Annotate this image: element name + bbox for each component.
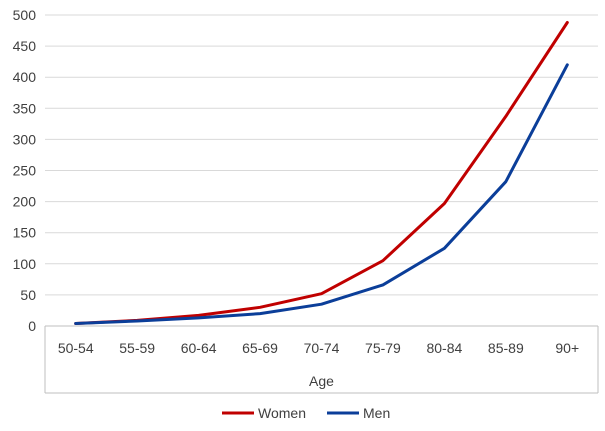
series-lines — [74, 21, 569, 325]
legend: Women Men — [222, 405, 390, 421]
y-tick-label: 150 — [13, 225, 37, 241]
x-axis-title: Age — [309, 373, 334, 389]
y-axis-tick-labels: 0 50 100 150 200 250 300 350 400 450 500 — [13, 7, 37, 334]
x-tick-label: 55-59 — [119, 340, 155, 356]
x-tick-label: 75-79 — [365, 340, 401, 356]
y-tick-label: 250 — [13, 163, 37, 179]
y-tick-label: 500 — [13, 7, 37, 23]
y-tick-label: 350 — [13, 100, 37, 116]
x-tick-label: 60-64 — [181, 340, 217, 356]
x-axis-tick-labels: 50-54 55-59 60-64 65-69 70-74 75-79 80-84 85-89… — [58, 340, 579, 356]
x-tick-label: 85-89 — [488, 340, 524, 356]
y-tick-label: 200 — [13, 194, 37, 210]
axis-frame — [44, 325, 599, 394]
y-tick-label: 50 — [20, 287, 36, 303]
series-line-men — [74, 63, 569, 325]
x-tick-label: 65-69 — [242, 340, 278, 356]
y-tick-label: 450 — [13, 38, 37, 54]
gridlines — [45, 14, 598, 327]
legend-label-men: Men — [363, 405, 390, 421]
y-tick-label: 300 — [13, 131, 37, 147]
x-tick-label: 50-54 — [58, 340, 94, 356]
series-line-women — [74, 21, 569, 325]
x-tick-label: 90+ — [555, 340, 579, 356]
legend-label-women: Women — [258, 405, 306, 421]
y-tick-label: 0 — [28, 318, 36, 334]
y-tick-label: 400 — [13, 69, 37, 85]
y-tick-label: 100 — [13, 256, 37, 272]
x-tick-label: 80-84 — [426, 340, 462, 356]
x-tick-label: 70-74 — [304, 340, 340, 356]
